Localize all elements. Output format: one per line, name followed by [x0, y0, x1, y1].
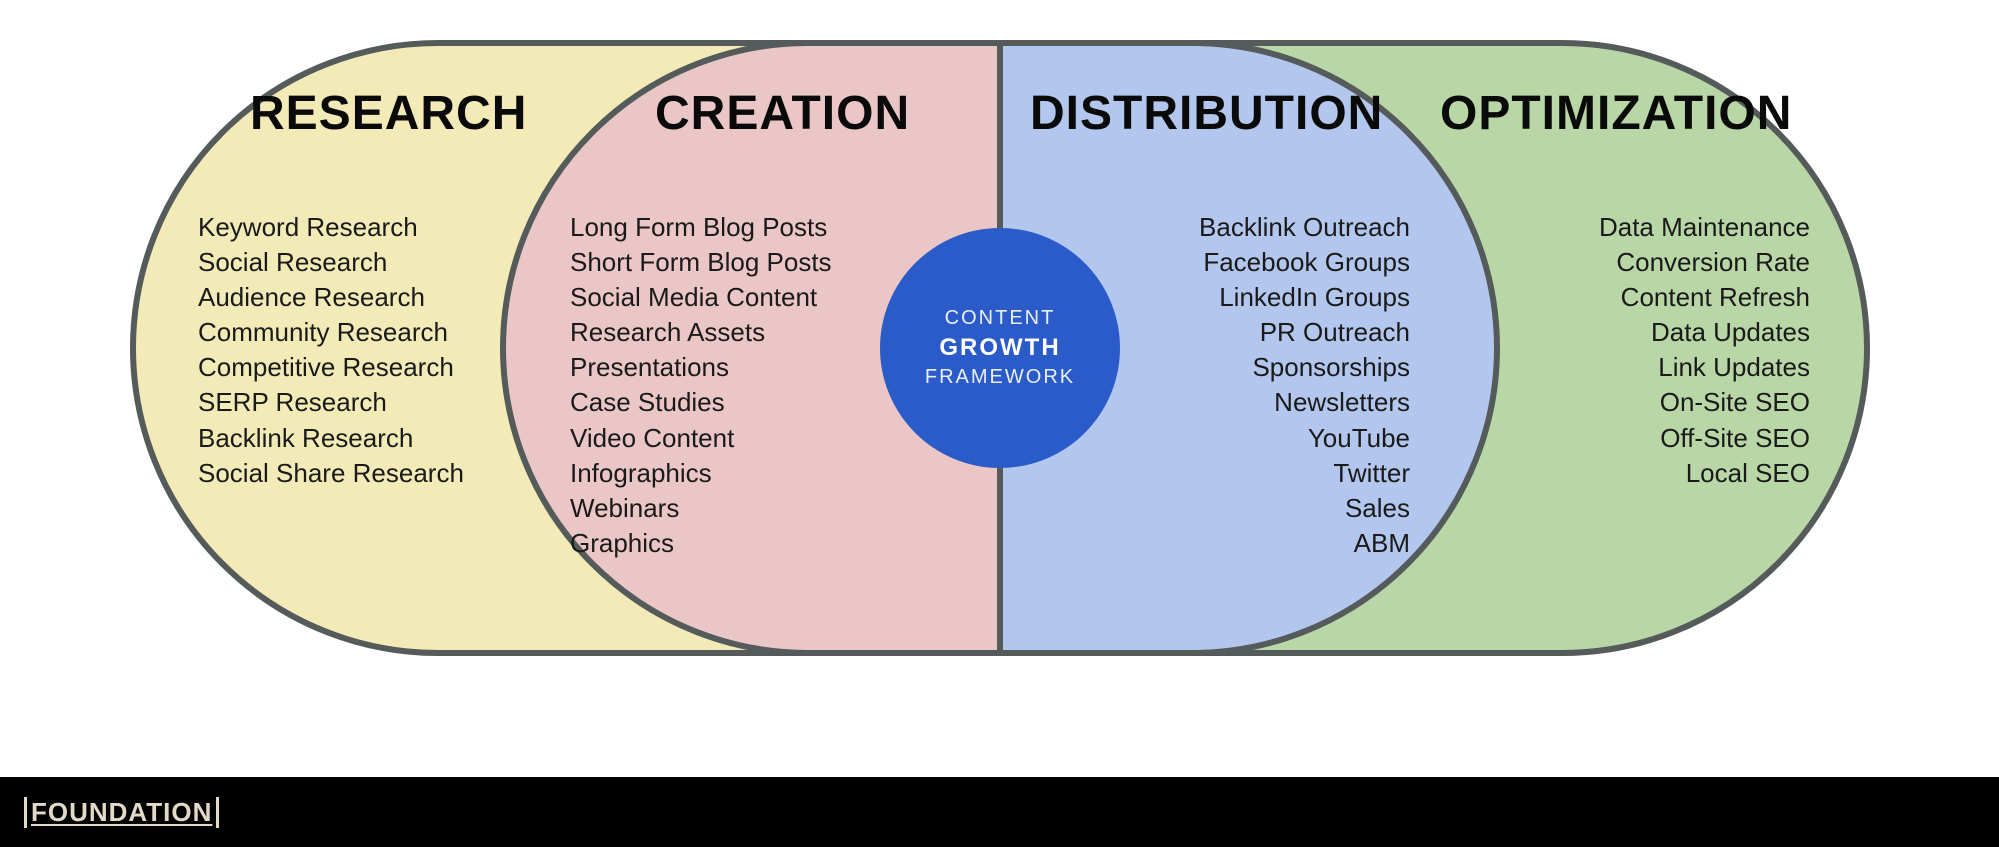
list-item: Keyword Research: [198, 210, 464, 245]
center-label: CONTENT GROWTH FRAMEWORK: [880, 228, 1120, 468]
section-title-optimization: OPTIMIZATION: [1440, 86, 1792, 141]
list-item: Short Form Blog Posts: [570, 245, 832, 280]
list-item: Data Maintenance: [1470, 210, 1810, 245]
list-item: Data Updates: [1470, 315, 1810, 350]
list-item: Content Refresh: [1470, 280, 1810, 315]
list-item: Twitter: [1050, 456, 1410, 491]
list-item: Social Research: [198, 245, 464, 280]
list-optimization: Data MaintenanceConversion RateContent R…: [1470, 210, 1810, 491]
list-item: Research Assets: [570, 315, 832, 350]
list-item: Presentations: [570, 350, 832, 385]
center-line3: FRAMEWORK: [925, 366, 1075, 389]
foundation-logo: FOUNDATION: [24, 797, 219, 828]
list-item: Case Studies: [570, 385, 832, 420]
list-item: Local SEO: [1470, 456, 1810, 491]
center-line1: CONTENT: [945, 307, 1056, 330]
list-item: ABM: [1050, 526, 1410, 561]
list-item: Social Media Content: [570, 280, 832, 315]
list-item: Infographics: [570, 456, 832, 491]
list-item: Community Research: [198, 315, 464, 350]
list-research: Keyword ResearchSocial ResearchAudience …: [198, 210, 464, 491]
list-item: Backlink Outreach: [1050, 210, 1410, 245]
section-title-research: RESEARCH: [250, 86, 527, 141]
list-item: SERP Research: [198, 385, 464, 420]
list-item: Graphics: [570, 526, 832, 561]
list-item: Audience Research: [198, 280, 464, 315]
list-item: On-Site SEO: [1470, 385, 1810, 420]
list-item: Facebook Groups: [1050, 245, 1410, 280]
list-item: YouTube: [1050, 421, 1410, 456]
list-item: Sales: [1050, 491, 1410, 526]
section-title-distribution: DISTRIBUTION: [1030, 86, 1383, 141]
list-item: Link Updates: [1470, 350, 1810, 385]
center-line2: GROWTH: [939, 334, 1060, 362]
list-item: Competitive Research: [198, 350, 464, 385]
list-item: Backlink Research: [198, 421, 464, 456]
list-item: Video Content: [570, 421, 832, 456]
list-item: Off-Site SEO: [1470, 421, 1810, 456]
list-creation: Long Form Blog PostsShort Form Blog Post…: [570, 210, 832, 561]
list-item: Conversion Rate: [1470, 245, 1810, 280]
footer-bar: FOUNDATION: [0, 777, 1999, 847]
list-item: Social Share Research: [198, 456, 464, 491]
list-item: Long Form Blog Posts: [570, 210, 832, 245]
section-title-creation: CREATION: [655, 86, 910, 141]
content-growth-diagram: RESEARCH CREATION DISTRIBUTION OPTIMIZAT…: [130, 40, 1870, 656]
list-item: Webinars: [570, 491, 832, 526]
